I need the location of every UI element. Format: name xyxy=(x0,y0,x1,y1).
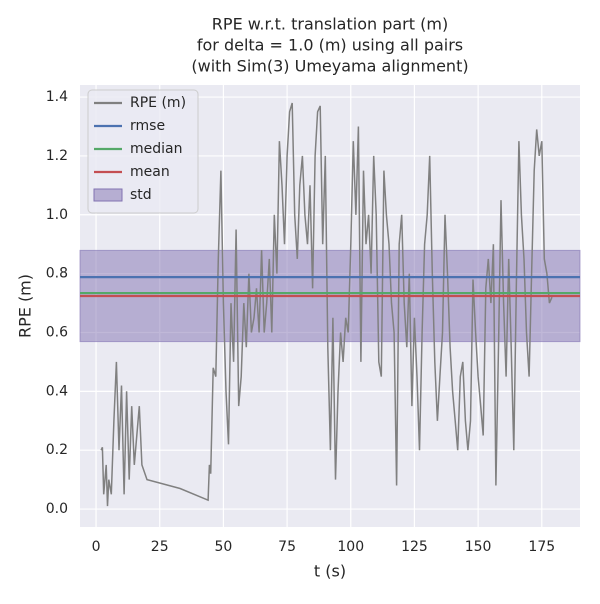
y-tick-label: 1.2 xyxy=(46,148,68,164)
legend: RPE (m) rmse median mean std xyxy=(87,89,199,214)
y-tick-label: 1.0 xyxy=(46,207,68,223)
x-tick-label: 75 xyxy=(278,539,296,555)
x-tick-label: 50 xyxy=(214,539,232,555)
legend-label: median xyxy=(130,141,182,157)
x-tick-label: 125 xyxy=(401,539,428,555)
legend-label: rmse xyxy=(130,118,165,134)
x-tick-label: 150 xyxy=(465,539,492,555)
legend-label: std xyxy=(130,187,152,203)
x-tick-label: 100 xyxy=(337,539,364,555)
chart-title: (with Sim(3) Umeyama alignment) xyxy=(191,57,468,76)
legend-label: mean xyxy=(130,164,170,180)
y-tick-label: 1.4 xyxy=(46,89,68,105)
y-tick-label: 0.2 xyxy=(46,442,68,458)
x-axis-label: t (s) xyxy=(314,562,346,581)
chart-title: RPE w.r.t. translation part (m) xyxy=(212,15,448,34)
legend-swatch xyxy=(93,188,123,202)
x-tick-label: 0 xyxy=(92,539,101,555)
x-tick-label: 175 xyxy=(528,539,555,555)
data-line xyxy=(100,102,553,507)
y-tick-label: 0.0 xyxy=(46,501,68,517)
x-tick-label: 25 xyxy=(151,539,169,555)
legend-label: RPE (m) xyxy=(130,95,186,111)
y-axis-label: RPE (m) xyxy=(16,274,35,338)
y-tick-label: 0.6 xyxy=(46,324,68,340)
legend-frame xyxy=(87,89,199,214)
y-tick-label: 0.8 xyxy=(46,266,68,282)
chart-title: for delta = 1.0 (m) using all pairs xyxy=(197,36,463,55)
y-tick-label: 0.4 xyxy=(46,383,68,399)
